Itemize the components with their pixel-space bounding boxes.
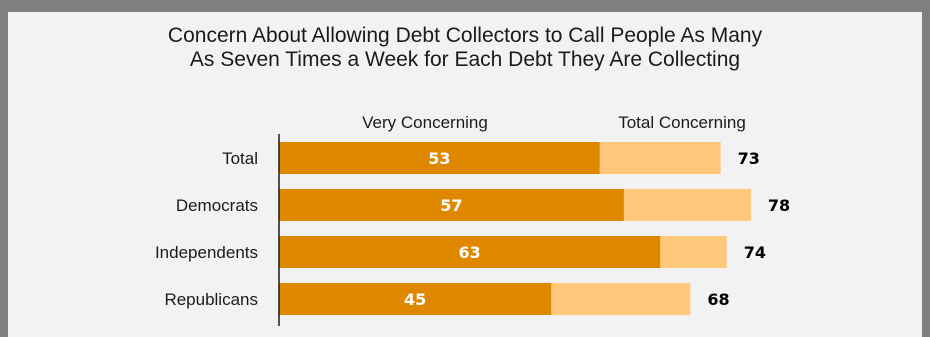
bar-very-concerning-total xyxy=(279,142,600,174)
value-label-very-concerning-republicans: 45 xyxy=(404,290,426,309)
bar-very-concerning-independents xyxy=(279,236,661,268)
category-label-total: Total xyxy=(222,149,258,168)
category-label-independents: Independents xyxy=(155,243,258,262)
chart-title-line-2: As Seven Times a Week for Each Debt They… xyxy=(189,48,741,71)
chart-title: Concern About Allowing Debt Collectors t… xyxy=(0,24,930,72)
value-label-total-concerning-independents: 74 xyxy=(744,243,766,262)
value-label-very-concerning-independents: 63 xyxy=(458,243,480,262)
value-label-very-concerning-democrats: 57 xyxy=(440,196,462,215)
category-label-republicans: Republicans xyxy=(164,290,258,309)
value-label-very-concerning-total: 53 xyxy=(428,149,450,168)
value-label-total-concerning-republicans: 68 xyxy=(707,290,729,309)
category-label-democrats: Democrats xyxy=(176,196,258,215)
value-label-total-concerning-total: 73 xyxy=(738,149,760,168)
chart-title-line-1: Concern About Allowing Debt Collectors t… xyxy=(167,24,763,47)
legend-very-concerning: Very Concerning xyxy=(362,113,488,132)
legend-total-concerning: Total Concerning xyxy=(618,113,746,132)
bar-very-concerning-republicans xyxy=(279,283,552,315)
value-label-total-concerning-democrats: 78 xyxy=(768,196,790,215)
bar-very-concerning-democrats xyxy=(279,189,624,221)
chart-panel xyxy=(8,12,922,337)
